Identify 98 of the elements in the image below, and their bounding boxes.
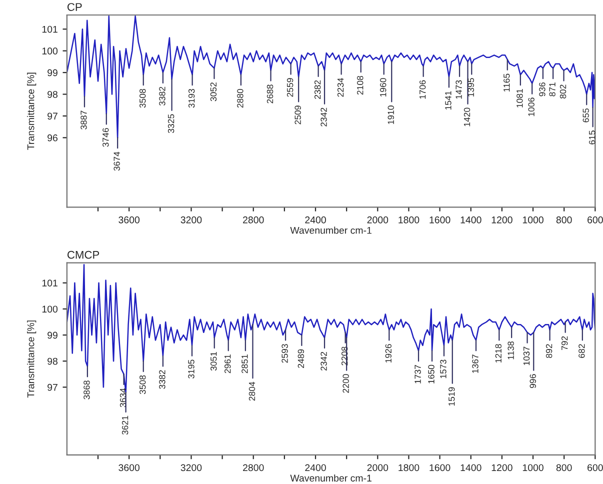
annotation: 936: [539, 82, 546, 96]
annotation: 2851: [242, 354, 248, 374]
x-tick-label: 1800: [398, 464, 420, 472]
y-tick-label: 100: [42, 306, 58, 313]
y-tick-label: 96: [48, 134, 58, 142]
x-tick-label: 1000: [522, 216, 544, 224]
x-axis-title: Wavenumber cm-1: [290, 226, 372, 234]
annotation: 1037: [523, 346, 530, 366]
annotation: 2489: [298, 349, 304, 368]
x-tick-label: 2800: [243, 464, 264, 472]
annotation: 3508: [140, 88, 146, 108]
annotation: 1006: [528, 98, 534, 116]
annotation: 3621: [122, 416, 128, 435]
annotation: 2961: [224, 354, 231, 374]
annotation: 1218: [495, 344, 502, 362]
annotation: 682: [578, 344, 585, 358]
x-tick-label: 800: [556, 216, 572, 224]
annotation: 1650: [428, 364, 434, 384]
annotation: 1573: [440, 360, 446, 378]
chart-title: CMCP: [67, 250, 100, 259]
annotation: 1367: [472, 354, 478, 373]
annotation: 2559: [286, 78, 294, 97]
x-tick-label: 1000: [522, 464, 544, 472]
annotation: 996: [530, 374, 536, 388]
x-tick-label: 800: [556, 464, 572, 472]
x-tick-label: 1600: [430, 464, 450, 472]
y-tick-label: 99: [48, 332, 58, 339]
x-tick-label: 1200: [492, 464, 512, 472]
annotation: 1519: [448, 387, 455, 406]
annotation: 2108: [357, 76, 364, 95]
annotation: 3868: [84, 380, 90, 400]
annotation: 655: [582, 108, 589, 122]
annotation: 3051: [210, 352, 217, 371]
annotation: 1473: [456, 80, 462, 99]
y-axis-title: Transmittance [%]: [27, 72, 36, 150]
annotation: 1737: [414, 365, 421, 384]
annotation: 3382: [159, 370, 166, 389]
x-tick-label: 2800: [243, 216, 264, 224]
annotation: 2804: [248, 382, 256, 401]
annotation: 2200: [342, 374, 349, 393]
annotation: 1541: [445, 91, 452, 110]
x-tick-label: 3600: [118, 464, 140, 472]
x-tick-label: 1400: [460, 216, 482, 224]
annotation: 1910: [388, 106, 394, 124]
annotation: 1081: [516, 89, 523, 108]
x-tick-label: 2000: [367, 216, 388, 224]
annotation: 2342: [320, 352, 327, 371]
y-tick-label: 97: [48, 384, 58, 391]
y-tick-label: 97: [48, 112, 58, 120]
x-tick-label: 1400: [460, 464, 482, 472]
y-tick-label: 98: [48, 358, 58, 365]
annotation: 3325: [168, 114, 174, 134]
annotation: 1138: [508, 341, 514, 360]
annotation: 3195: [188, 360, 194, 378]
annotation: 1395: [468, 78, 474, 97]
y-tick-label: 99: [48, 69, 58, 76]
x-tick-label: 2400: [305, 464, 326, 472]
x-tick-label: 600: [588, 216, 603, 224]
x-tick-label: 3200: [180, 464, 202, 472]
x-tick-label: 1200: [492, 216, 512, 224]
annotation: 3382: [159, 86, 166, 106]
x-tick-label: 3200: [180, 216, 202, 224]
annotation: 1926: [385, 344, 392, 362]
annotation: 3674: [114, 152, 120, 171]
annotation: 792: [561, 336, 568, 350]
annotation: 1165: [504, 74, 510, 92]
annotation: 1420: [464, 108, 470, 126]
annotation: 2688: [266, 84, 274, 104]
chart-title: CP: [67, 3, 82, 11]
x-tick-label: 2400: [305, 216, 326, 224]
annotation: 3746: [102, 128, 109, 147]
annotation: 3193: [188, 88, 195, 108]
annotation: 2382: [314, 80, 321, 99]
annotation: 2509: [294, 106, 301, 124]
annotation: 3508: [140, 375, 146, 394]
annotation: 2342: [320, 108, 327, 126]
annotation: 3052: [210, 82, 217, 102]
annotation: 2234: [337, 78, 344, 97]
annotation: 2880: [237, 88, 244, 108]
y-tick-label: 100: [42, 48, 58, 54]
annotation: 2593: [282, 344, 288, 363]
annotation: 1960: [380, 78, 386, 97]
annotation: 802: [560, 84, 566, 98]
y-tick-label: 101: [42, 26, 58, 33]
annotation: 615: [588, 130, 596, 144]
y-axis-title: Transmittance [%]: [27, 320, 36, 398]
x-tick-label: 1600: [430, 216, 450, 224]
x-tick-label: 1800: [398, 216, 420, 224]
annotation: 892: [546, 344, 552, 358]
annotation: 871: [549, 82, 556, 96]
x-tick-label: 2000: [367, 464, 388, 472]
x-axis-title: Wavenumber cm-1: [290, 474, 372, 482]
annotation: 1706: [419, 80, 426, 99]
x-tick-label: 600: [588, 464, 603, 472]
annotation: 3887: [80, 110, 87, 130]
y-tick-label: 101: [42, 280, 58, 287]
x-tick-label: 3600: [118, 216, 140, 224]
y-tick-label: 98: [48, 90, 58, 98]
